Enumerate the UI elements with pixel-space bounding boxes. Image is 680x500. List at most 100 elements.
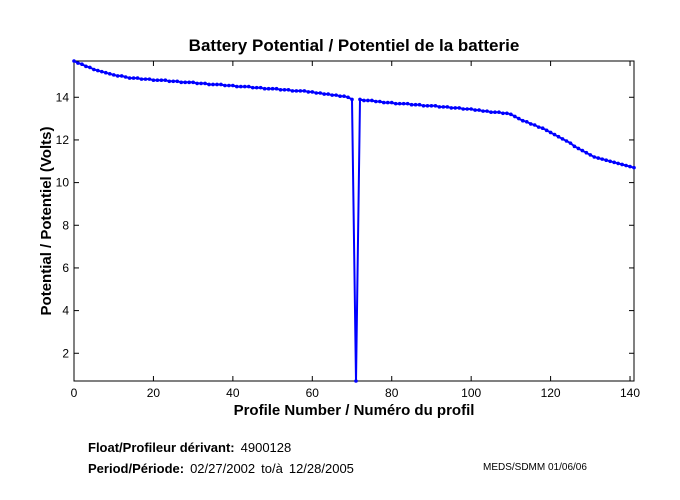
data-point (235, 84, 239, 89)
data-point (536, 125, 541, 129)
data-point (632, 165, 636, 170)
data-point (481, 109, 485, 113)
data-point (425, 104, 430, 108)
data-point (191, 80, 195, 85)
data-point (540, 126, 545, 130)
data-point (203, 81, 207, 86)
data-point (453, 106, 458, 110)
data-point (346, 95, 350, 100)
data-point (620, 162, 624, 167)
data-point (465, 107, 469, 111)
data-point (107, 72, 112, 76)
data-point (362, 98, 366, 103)
data-point (413, 102, 418, 107)
data-point (231, 83, 235, 88)
y-tick-label: 10 (56, 176, 70, 190)
y-axis-label: Potential / Potentiel (Volts) (38, 127, 55, 316)
data-point (242, 84, 247, 89)
data-point (409, 102, 414, 107)
x-tick-label: 140 (620, 386, 640, 400)
data-point (302, 89, 307, 93)
data-point (489, 110, 493, 114)
data-point (100, 69, 104, 74)
data-point (151, 78, 156, 82)
data-point (239, 84, 243, 89)
data-point (354, 379, 358, 383)
data-point (131, 76, 136, 80)
period-start: 02/27/2002 (190, 461, 256, 476)
data-point (179, 80, 184, 85)
data-point (183, 80, 188, 85)
data-point (457, 106, 462, 110)
data-point (532, 123, 537, 127)
data-point (584, 150, 589, 155)
data-point (608, 159, 612, 164)
y-tick-label: 2 (62, 346, 69, 360)
period-label: Period/Période: (88, 461, 185, 476)
data-point (294, 89, 299, 93)
data-point (334, 93, 338, 97)
data-point (342, 94, 346, 98)
data-point (175, 79, 180, 84)
data-point (580, 148, 585, 153)
data-point (163, 78, 168, 82)
credit-text: MEDS/SDMM 01/06/06 (483, 462, 587, 473)
data-point (266, 86, 271, 91)
data-point (568, 141, 573, 145)
data-point (278, 88, 283, 92)
data-point (310, 90, 315, 94)
data-point (397, 101, 402, 106)
data-point (246, 84, 251, 89)
data-point (282, 88, 287, 92)
x-tick-label: 80 (385, 386, 399, 400)
data-point (469, 107, 473, 111)
data-point (616, 161, 620, 166)
data-point (119, 74, 124, 78)
data-point (187, 80, 191, 85)
data-point (103, 70, 108, 75)
data-point (421, 104, 426, 108)
data-point (366, 98, 370, 103)
data-point (88, 65, 92, 70)
data-point (389, 100, 394, 105)
data-point (135, 76, 140, 80)
float-info: Float/Profileur dérivant: 4900128 (88, 440, 291, 455)
y-tick-label: 12 (56, 133, 70, 147)
data-point (72, 59, 76, 63)
data-point (417, 102, 422, 107)
x-tick-label: 120 (541, 386, 561, 400)
data-point (350, 97, 354, 102)
data-point (92, 67, 96, 72)
data-point (167, 79, 172, 84)
data-point (513, 114, 517, 119)
data-point (378, 99, 382, 104)
data-point (624, 163, 628, 168)
data-point (147, 77, 152, 81)
x-axis-label: Profile Number / Numéro du profil (234, 402, 475, 419)
data-point (600, 157, 605, 161)
data-point (596, 156, 601, 160)
float-label: Float/Profileur dérivant: (88, 440, 235, 455)
data-point (548, 130, 553, 135)
data-point (123, 75, 128, 79)
data-point (322, 92, 327, 96)
data-point (171, 79, 176, 84)
data-point (628, 164, 632, 169)
chart-title: Battery Potential / Potentiel de la batt… (189, 36, 520, 55)
x-tick-label: 100 (461, 386, 481, 400)
x-tick-label: 20 (147, 386, 161, 400)
data-point (509, 112, 513, 117)
data-point (223, 83, 227, 88)
data-point (556, 134, 561, 139)
data-point (215, 82, 219, 87)
data-point (199, 81, 203, 86)
data-point (528, 122, 533, 126)
data-point (493, 110, 497, 114)
data-point (401, 101, 406, 106)
data-point (338, 94, 342, 98)
data-point (405, 101, 410, 106)
data-point (520, 118, 525, 123)
data-point (505, 111, 509, 116)
data-point (314, 91, 319, 95)
